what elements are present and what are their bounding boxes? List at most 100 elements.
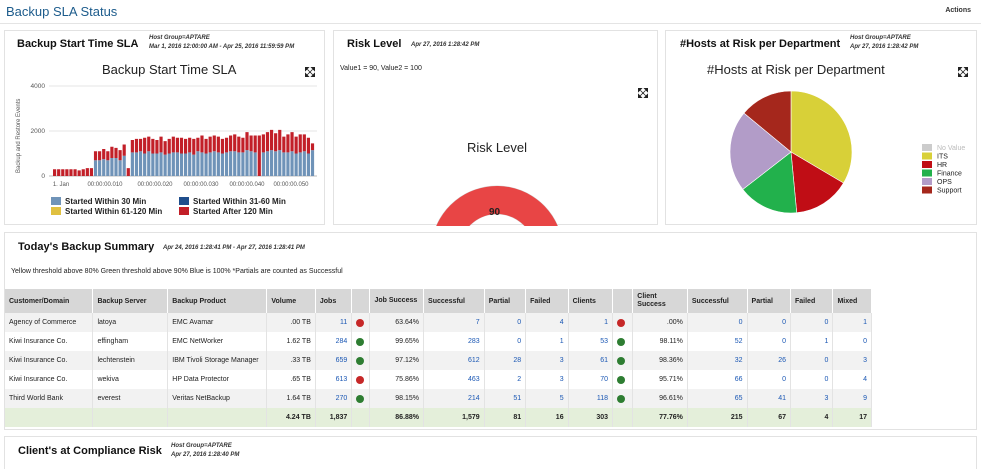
cell-c-mixed[interactable]: 4 bbox=[832, 370, 872, 389]
table-row: Kiwi Insurance Co. effingham EMC NetWorker… bbox=[5, 332, 872, 351]
cell-c-successful[interactable]: 66 bbox=[687, 370, 748, 389]
cell-c-partial[interactable]: 0 bbox=[747, 332, 792, 351]
expand-icon[interactable] bbox=[305, 67, 315, 77]
bar-segment bbox=[143, 137, 147, 154]
meta-host-group: Host Group=APTARE bbox=[171, 443, 232, 449]
col-partial[interactable]: Partial bbox=[484, 289, 527, 313]
cell-c-failed[interactable]: 0 bbox=[790, 351, 834, 370]
cell-c-successful[interactable]: 32 bbox=[687, 351, 748, 370]
pie-slice bbox=[790, 151, 844, 214]
bar-segment bbox=[85, 168, 89, 177]
cell-jobs[interactable]: 613 bbox=[315, 370, 353, 389]
col-failed[interactable]: Failed bbox=[525, 289, 569, 313]
cell-successful[interactable]: 7 bbox=[423, 313, 485, 332]
bar-segment bbox=[98, 151, 102, 161]
total-partial: 81 bbox=[484, 408, 527, 427]
cell-client-status bbox=[612, 370, 634, 389]
cell-failed[interactable]: 1 bbox=[525, 332, 569, 351]
cell-c-mixed[interactable]: 1 bbox=[832, 313, 872, 332]
total-c-mixed: 17 bbox=[832, 408, 872, 427]
cell-c-failed[interactable]: 0 bbox=[790, 313, 834, 332]
col-jobs[interactable]: Jobs bbox=[315, 289, 353, 313]
bar-segment bbox=[278, 129, 282, 151]
cell-successful[interactable]: 283 bbox=[423, 332, 485, 351]
cell-failed[interactable]: 4 bbox=[525, 313, 569, 332]
cell-successful[interactable]: 214 bbox=[423, 389, 485, 408]
cell-c-failed[interactable]: 1 bbox=[790, 332, 834, 351]
cell-clients[interactable]: 70 bbox=[568, 370, 614, 389]
bar-segment bbox=[143, 153, 147, 176]
actions-menu[interactable]: Actions bbox=[945, 7, 971, 14]
cell-job-status bbox=[351, 389, 371, 408]
cell-c-successful[interactable]: 65 bbox=[687, 389, 748, 408]
cell-c-failed[interactable]: 0 bbox=[790, 370, 834, 389]
bar-segment bbox=[147, 136, 151, 152]
bar-segment bbox=[53, 169, 57, 176]
cell-job-success: 99.65% bbox=[369, 332, 425, 351]
bar-segment bbox=[192, 138, 196, 155]
col-c-successful[interactable]: Successful bbox=[687, 289, 748, 313]
bar-segment bbox=[110, 146, 114, 158]
bar-segment bbox=[261, 152, 265, 177]
cell-c-failed[interactable]: 3 bbox=[790, 389, 834, 408]
col-successful[interactable]: Successful bbox=[423, 289, 485, 313]
cell-clients[interactable]: 61 bbox=[568, 351, 614, 370]
threshold-note: Yellow threshold above 80% Green thresho… bbox=[11, 268, 343, 275]
bar-segment bbox=[220, 153, 225, 176]
col-client-success[interactable]: Client Success bbox=[632, 289, 688, 313]
cell-client-status bbox=[612, 313, 634, 332]
x-tick-label: 00:00:00.050 bbox=[273, 182, 309, 188]
col-job-success[interactable]: Job Success bbox=[369, 289, 425, 313]
cell-partial[interactable]: 0 bbox=[484, 313, 527, 332]
cell-customer: Agency of Commerce bbox=[5, 313, 94, 332]
bar-segment bbox=[282, 152, 286, 177]
col-product[interactable]: Backup Product bbox=[167, 289, 268, 313]
bar-segment bbox=[184, 138, 188, 154]
cell-clients[interactable]: 53 bbox=[568, 332, 614, 351]
x-tick-label: 00:00:00.030 bbox=[183, 182, 219, 188]
bar-segment bbox=[167, 153, 171, 176]
bar-segment bbox=[151, 138, 155, 154]
cell-jobs[interactable]: 11 bbox=[315, 313, 353, 332]
cell-clients[interactable]: 1 bbox=[568, 313, 614, 332]
col-server[interactable]: Backup Server bbox=[92, 289, 169, 313]
col-c-failed[interactable]: Failed bbox=[790, 289, 834, 313]
cell-partial[interactable]: 0 bbox=[484, 332, 527, 351]
table-row: Agency of Commerce latoya EMC Avamar .00 TB… bbox=[5, 313, 872, 332]
bar-segment bbox=[171, 152, 175, 177]
cell-failed[interactable]: 3 bbox=[525, 370, 569, 389]
col-c-mixed[interactable]: Mixed bbox=[832, 289, 872, 313]
cell-c-mixed[interactable]: 9 bbox=[832, 389, 872, 408]
col-customer[interactable]: Customer/Domain bbox=[5, 289, 94, 313]
cell-job-success: 75.86% bbox=[369, 370, 425, 389]
risk-level-panel: Risk Level Apr 27, 2016 1:28:42 PM Value… bbox=[333, 30, 658, 226]
cell-c-successful[interactable]: 0 bbox=[687, 313, 748, 332]
cell-c-successful[interactable]: 52 bbox=[687, 332, 748, 351]
cell-partial[interactable]: 28 bbox=[484, 351, 527, 370]
cell-partial[interactable]: 2 bbox=[484, 370, 527, 389]
col-volume[interactable]: Volume bbox=[266, 289, 316, 313]
cell-failed[interactable]: 3 bbox=[525, 351, 569, 370]
col-clients[interactable]: Clients bbox=[568, 289, 614, 313]
cell-c-mixed[interactable]: 0 bbox=[832, 332, 872, 351]
col-c-partial[interactable]: Partial bbox=[747, 289, 792, 313]
bar-segment bbox=[265, 132, 270, 152]
bar-segment bbox=[163, 141, 167, 155]
cell-jobs[interactable]: 659 bbox=[315, 351, 353, 370]
cell-successful[interactable]: 612 bbox=[423, 351, 485, 370]
cell-clients[interactable]: 118 bbox=[568, 389, 614, 408]
cell-jobs[interactable]: 270 bbox=[315, 389, 353, 408]
bar-segment bbox=[192, 154, 196, 177]
cell-jobs[interactable]: 284 bbox=[315, 332, 353, 351]
expand-icon[interactable] bbox=[958, 67, 968, 77]
cell-c-partial[interactable]: 0 bbox=[747, 313, 792, 332]
cell-c-mixed[interactable]: 3 bbox=[832, 351, 872, 370]
cell-c-partial[interactable]: 26 bbox=[747, 351, 792, 370]
cell-successful[interactable]: 463 bbox=[423, 370, 485, 389]
cell-c-partial[interactable]: 41 bbox=[747, 389, 792, 408]
cell-partial[interactable]: 51 bbox=[484, 389, 527, 408]
cell-product: IBM Tivoli Storage Manager bbox=[167, 351, 268, 370]
cell-c-partial[interactable]: 0 bbox=[747, 370, 792, 389]
expand-icon[interactable] bbox=[638, 88, 648, 98]
cell-failed[interactable]: 5 bbox=[525, 389, 569, 408]
